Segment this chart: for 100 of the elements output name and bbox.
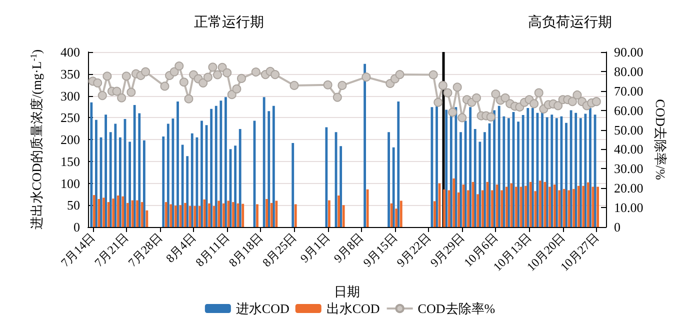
bar [164,202,168,227]
bar [572,188,576,227]
bar [112,198,115,227]
bar [338,196,340,227]
bar [222,203,225,227]
bar [400,200,402,227]
bar [340,146,342,227]
y2-axis-title: COD去除率/% [653,99,668,180]
bar [505,186,508,227]
bar [268,111,270,227]
bar [198,206,201,227]
legend-label: 进水COD [236,301,290,316]
y2-tick-label: 90.00 [614,44,644,60]
bar [236,203,240,227]
y-tick-label: 50 [67,198,80,213]
y-tick-label: 300 [60,88,80,104]
y-tick-label: 100 [60,176,80,191]
y2-tick-label: 80.00 [614,64,644,79]
bar [118,137,122,227]
bar [452,178,456,227]
bar [242,204,244,227]
bar [448,190,450,227]
y-tick-label: 350 [60,66,80,82]
bar [95,120,98,227]
y2-tick-label: 20.00 [614,180,644,196]
y2-tick-label: 0 [614,220,620,234]
bar [328,200,330,227]
bar [102,198,105,227]
bar [500,190,504,227]
y-tick-label: 200 [60,132,80,147]
bar [292,143,294,227]
bar [174,206,177,227]
bar [517,122,520,227]
y2-tick-label: 40.00 [614,142,644,157]
legend-label: COD去除率% [418,301,496,316]
bar [522,115,524,227]
bar [529,182,532,227]
bar [342,205,345,227]
bar [128,142,131,227]
bar [325,127,328,227]
bar [214,106,218,227]
bar [550,114,554,227]
bar [584,114,587,227]
x-tick-label: 9月1日 [297,230,333,266]
bar [224,97,227,227]
bar [507,118,510,227]
bar [476,194,480,227]
bar [366,189,369,227]
bar [534,191,537,227]
bar [577,186,580,227]
bar [484,132,486,227]
bar [467,190,470,227]
bar [275,200,278,227]
bar [104,114,108,227]
bar [194,206,196,227]
bar [563,188,566,227]
bar [220,100,222,227]
bar [170,204,172,227]
bar [586,182,590,227]
bar [136,200,139,227]
bar [184,202,187,227]
bar [457,192,460,227]
bar [397,101,400,227]
bar [196,137,198,227]
bar [515,186,518,227]
bar [272,106,275,227]
bar [294,204,297,227]
bar [109,132,112,227]
bar [481,190,484,227]
bar [232,202,234,227]
bar [210,108,213,227]
bar [558,190,561,227]
bar [539,180,542,227]
bar [138,113,141,227]
bar [266,199,268,227]
bar [190,133,194,227]
bar [256,204,258,227]
bar [395,208,398,227]
bar [270,202,273,227]
bar [565,122,568,227]
y-tick-label: 250 [60,110,80,126]
bar [443,189,446,227]
bar [388,132,390,227]
bar [234,146,237,227]
bar [212,206,216,227]
bar [491,190,494,227]
bar [176,101,179,227]
x-axis-title: 日期 [334,284,360,299]
y2-tick-label: 10.00 [614,200,644,216]
bar [546,117,548,227]
bar [126,202,129,227]
y2-tick-label: 60.00 [614,102,644,118]
y-tick-label: 400 [60,44,80,60]
y2-tick-label: 50.00 [614,122,644,138]
bar [524,186,528,227]
bar [218,200,220,227]
y-axis-title: 进出水COD的质量浓度/(mg·L-1) [28,49,44,230]
bar [188,206,192,227]
bar [553,184,556,227]
text: 高负荷运行期 [528,14,612,30]
